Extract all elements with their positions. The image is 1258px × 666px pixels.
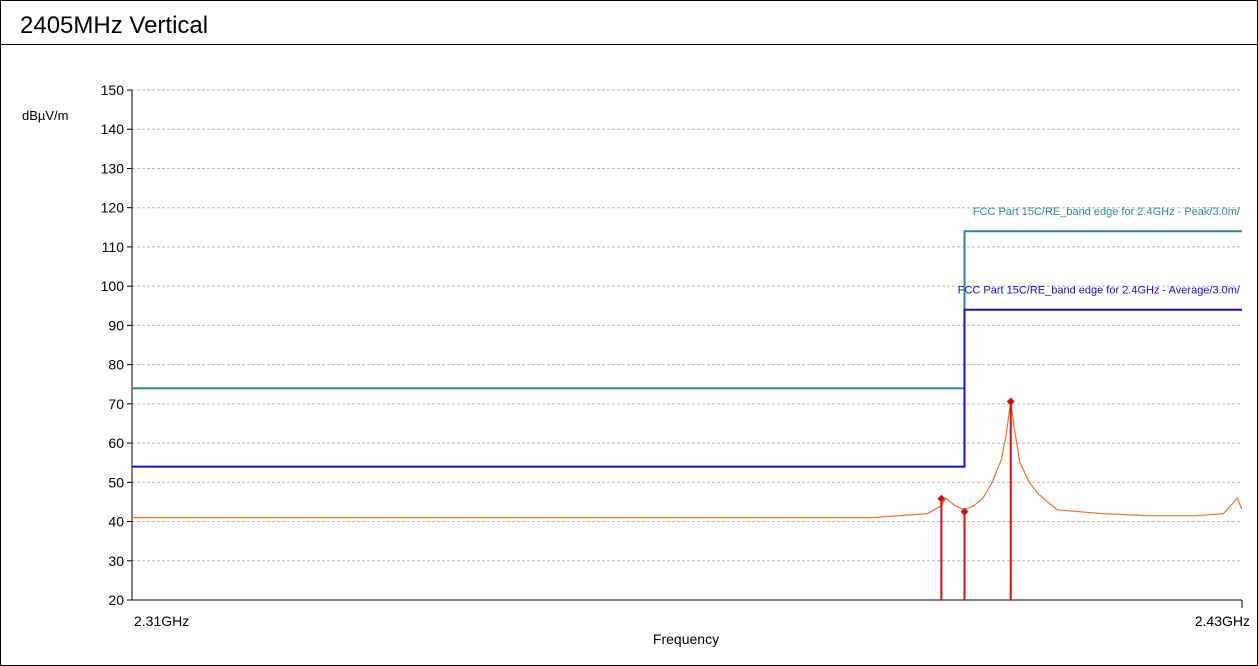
markers (937, 397, 1015, 600)
y-tick-label: 30 (108, 553, 124, 569)
chart-svg: 20 30 40 50 60 70 80 90 100 110 120 130 140 150 dBµV/… (22, 82, 1250, 647)
y-tick-label: 70 (108, 396, 124, 412)
legend-labels: FCC Part 15C/RE_band edge for 2.4GHz - P… (958, 206, 1241, 296)
y-tick-label: 120 (101, 200, 125, 216)
y-tick-label: 40 (108, 514, 124, 530)
x-tick-label-start: 2.31GHz (134, 613, 189, 629)
x-tick-label-end: 2.43GHz (1195, 613, 1250, 629)
marker-point-1 (960, 507, 969, 516)
axes (131, 90, 1243, 608)
y-tick-label: 150 (101, 82, 125, 98)
marker-point-2 (1006, 397, 1015, 406)
y-tick-label: 100 (101, 278, 125, 294)
y-tick-label: 110 (102, 239, 125, 255)
grid (132, 89, 1242, 562)
y-ticks: 20 30 40 50 60 70 80 90 100 110 120 130 140 150 (101, 82, 132, 608)
title-bar: 2405MHz Vertical (1, 1, 1257, 45)
y-tick-label: 90 (108, 317, 124, 333)
series-label-0: FCC Part 15C/RE_band edge for 2.4GHz - P… (973, 206, 1241, 218)
y-tick-label: 20 (108, 592, 124, 608)
marker-point-0 (937, 494, 946, 503)
y-axis-label: dBµV/m (22, 108, 69, 123)
y-tick-label: 140 (101, 121, 125, 137)
series (132, 230, 1242, 519)
y-tick-label: 130 (101, 160, 125, 176)
y-tick-label: 80 (108, 357, 124, 373)
series-label-1: FCC Part 15C/RE_band edge for 2.4GHz - A… (958, 285, 1241, 297)
x-axis-label: Frequency (653, 631, 719, 647)
y-tick-label: 60 (108, 435, 124, 451)
chart-title: 2405MHz Vertical (20, 12, 209, 39)
series-line-2 (132, 401, 1242, 519)
series-line-1 (132, 308, 1242, 468)
y-tick-label: 50 (108, 474, 124, 490)
